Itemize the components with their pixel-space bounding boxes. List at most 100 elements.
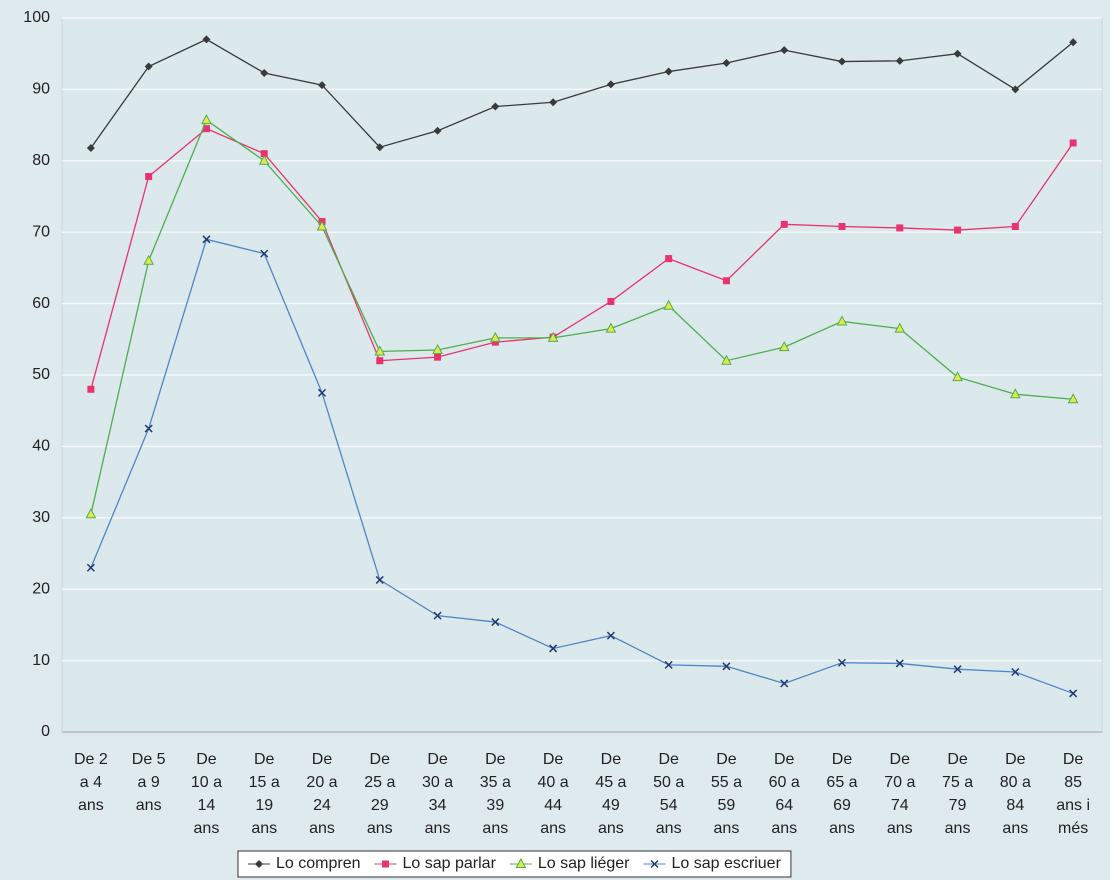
x-tick-label: De xyxy=(427,751,448,768)
x-tick-label: 44 xyxy=(544,797,562,814)
series-line xyxy=(90,127,1074,390)
x-tick-label: 79 xyxy=(949,797,967,814)
marker xyxy=(547,331,559,342)
x-tick-label: 59 xyxy=(718,797,736,814)
x-tick-label: De xyxy=(485,751,506,768)
x-tick-label: a 4 xyxy=(80,774,102,791)
marker xyxy=(1011,222,1019,230)
legend-label: Lo compren xyxy=(276,855,361,872)
x-tick-label: De xyxy=(716,751,737,768)
marker xyxy=(549,644,558,653)
marker xyxy=(86,143,95,152)
y-tick-label: 70 xyxy=(32,223,50,240)
x-tick-label: 30 a xyxy=(422,774,453,791)
x-tick-label: ans xyxy=(309,820,335,837)
marker xyxy=(606,631,615,640)
marker xyxy=(260,150,268,158)
y-tick-label: 50 xyxy=(32,366,50,383)
x-tick-label: De xyxy=(658,751,679,768)
x-tick-label: 80 a xyxy=(1000,774,1031,791)
legend-marker xyxy=(515,857,527,868)
legend-marker xyxy=(650,859,659,869)
x-tick-label: 40 a xyxy=(538,774,569,791)
x-tick-label: 70 a xyxy=(884,774,915,791)
x-tick-label: 24 xyxy=(313,797,331,814)
marker xyxy=(202,235,211,244)
y-tick-label: 30 xyxy=(32,509,50,526)
marker xyxy=(894,322,906,333)
x-tick-label: De xyxy=(1005,751,1026,768)
x-tick-label: ans i xyxy=(1056,797,1090,814)
x-tick-label: ans xyxy=(598,820,624,837)
marker xyxy=(318,81,326,90)
marker xyxy=(316,220,328,231)
marker xyxy=(778,341,790,352)
legend-marker xyxy=(382,860,389,868)
marker xyxy=(838,57,846,66)
x-tick-label: 19 xyxy=(255,797,273,814)
marker xyxy=(953,665,962,674)
x-tick-label: ans xyxy=(482,820,508,837)
x-tick-label: 69 xyxy=(833,797,851,814)
series-line xyxy=(90,38,1074,149)
marker xyxy=(85,508,97,519)
marker xyxy=(374,345,386,356)
marker xyxy=(433,611,442,620)
marker xyxy=(317,388,327,397)
marker xyxy=(432,343,443,355)
marker xyxy=(838,222,846,230)
x-tick-label: 75 a xyxy=(942,774,973,791)
marker xyxy=(606,80,615,89)
x-tick-label: De xyxy=(312,751,333,768)
marker xyxy=(491,102,500,111)
x-tick-label: De xyxy=(774,751,795,768)
x-tick-label: De xyxy=(890,751,911,768)
y-tick-label: 40 xyxy=(32,438,50,455)
marker xyxy=(605,322,617,333)
legend-label: Lo sap escriuer xyxy=(672,855,782,872)
marker xyxy=(895,56,904,65)
marker xyxy=(837,658,847,667)
y-tick-label: 90 xyxy=(32,81,50,98)
marker xyxy=(144,424,153,433)
x-tick-label: 45 a xyxy=(595,774,626,791)
x-tick-label: 20 a xyxy=(306,774,337,791)
x-tick-label: ans xyxy=(1002,820,1028,837)
x-tick-label: ans xyxy=(136,797,162,814)
marker xyxy=(433,126,442,135)
x-tick-label: 10 a xyxy=(191,774,222,791)
x-tick-label: 60 a xyxy=(769,774,800,791)
x-tick-label: De xyxy=(1063,751,1084,768)
x-tick-label: De xyxy=(370,751,391,768)
marker xyxy=(952,371,963,382)
marker xyxy=(665,255,673,263)
marker xyxy=(375,143,384,152)
marker xyxy=(1069,139,1077,147)
marker xyxy=(722,277,730,285)
marker xyxy=(258,154,270,165)
x-tick-label: De xyxy=(947,751,968,768)
marker xyxy=(722,662,731,671)
y-tick-label: 80 xyxy=(32,152,50,169)
x-tick-label: 65 a xyxy=(826,774,857,791)
marker xyxy=(780,46,789,55)
x-tick-label: De xyxy=(254,751,275,768)
x-tick-label: ans xyxy=(425,820,451,837)
x-tick-label: De 5 xyxy=(132,751,166,768)
marker xyxy=(86,563,95,572)
marker xyxy=(1069,38,1078,47)
x-tick-label: ans xyxy=(771,820,797,837)
marker xyxy=(491,618,500,627)
marker xyxy=(490,331,501,342)
x-tick-label: De xyxy=(196,751,217,768)
marker xyxy=(260,249,269,258)
marker xyxy=(663,299,674,310)
marker xyxy=(1069,689,1078,698)
marker xyxy=(1011,667,1020,677)
marker xyxy=(202,125,210,133)
marker xyxy=(607,297,615,305)
marker xyxy=(664,660,673,669)
x-tick-label: ans xyxy=(829,820,855,837)
marker xyxy=(143,254,154,265)
x-tick-label: 55 a xyxy=(711,774,742,791)
